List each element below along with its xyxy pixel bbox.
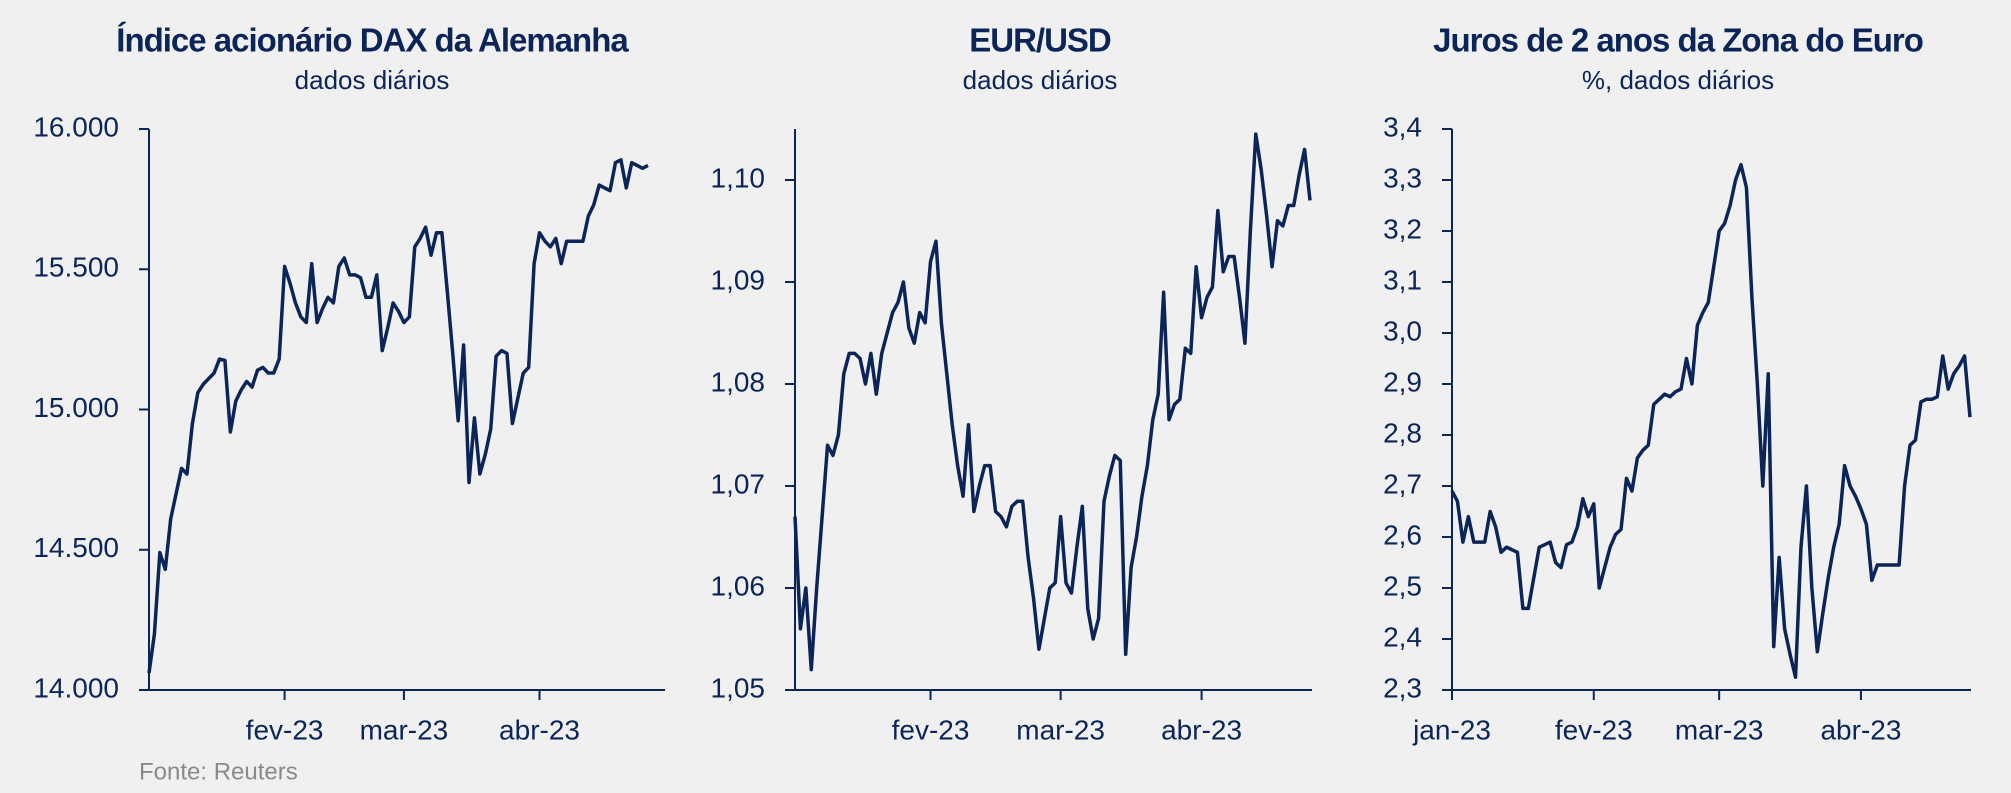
y-tick-label: 1,10 — [711, 162, 766, 193]
chart-title: EUR/USD — [969, 22, 1111, 59]
y-tick-label: 3,2 — [1383, 213, 1422, 244]
y-tick-label: 3,0 — [1383, 315, 1422, 346]
y-tick-label: 3,3 — [1383, 162, 1422, 193]
y-tick-label: 14.000 — [33, 672, 119, 703]
x-tick-label: mar-23 — [360, 714, 449, 745]
y-tick-label: 1,09 — [711, 264, 766, 295]
y-tick-label: 1,05 — [711, 672, 766, 703]
y-tick-label: 2,4 — [1383, 621, 1422, 652]
y-tick-label: 2,7 — [1383, 468, 1422, 499]
y-tick-label: 2,5 — [1383, 570, 1422, 601]
y-tick-label: 1,06 — [711, 570, 766, 601]
chart-subtitle: %, dados diários — [1582, 65, 1774, 95]
y-tick-label: 2,9 — [1383, 366, 1422, 397]
x-tick-label: mar-23 — [1675, 714, 1764, 745]
y-tick-label: 1,07 — [711, 468, 766, 499]
chart-title: Índice acionário DAX da Alemanha — [116, 22, 629, 59]
y-tick-label: 14.500 — [33, 532, 119, 563]
y-tick-label: 3,1 — [1383, 264, 1422, 295]
x-tick-label: abr-23 — [1161, 714, 1242, 745]
y-tick-label: 2,8 — [1383, 417, 1422, 448]
y-tick-label: 2,3 — [1383, 672, 1422, 703]
y-tick-label: 2,6 — [1383, 519, 1422, 550]
line-series — [1450, 162, 1972, 679]
x-tick-label: abr-23 — [1820, 714, 1901, 745]
y-tick-label: 15.500 — [33, 252, 119, 283]
x-tick-label: fev-23 — [892, 714, 970, 745]
y-tick-label: 3,4 — [1383, 111, 1422, 142]
x-tick-label: mar-23 — [1016, 714, 1105, 745]
chart-title: Juros de 2 anos da Zona do Euro — [1433, 22, 1923, 59]
chart-subtitle: dados diários — [963, 65, 1118, 95]
line-series — [793, 132, 1312, 672]
y-tick-label: 15.000 — [33, 392, 119, 423]
line-series — [147, 158, 649, 674]
x-tick-label: jan-23 — [1412, 714, 1491, 745]
chart-subtitle: dados diários — [295, 65, 450, 95]
x-tick-label: fev-23 — [246, 714, 324, 745]
x-tick-label: fev-23 — [1555, 714, 1633, 745]
y-tick-label: 16.000 — [33, 111, 119, 142]
x-tick-label: abr-23 — [499, 714, 580, 745]
y-tick-label: 1,08 — [711, 366, 766, 397]
source: Fonte: Reuters — [139, 758, 298, 785]
